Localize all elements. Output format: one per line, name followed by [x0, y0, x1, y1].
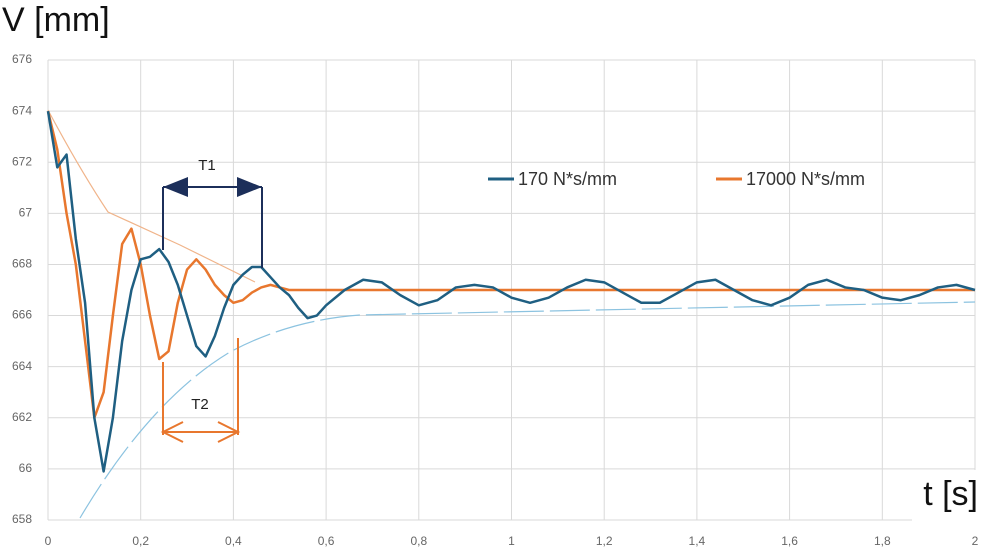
series-line [46, 110, 976, 473]
y-tick-label: 664 [12, 359, 32, 373]
x-tick-label: 0,6 [318, 534, 335, 548]
y-tick-label: 668 [12, 257, 32, 271]
x-tick-label: 0,8 [410, 534, 427, 548]
t2-head [160, 421, 184, 443]
y-tick-label: 658 [12, 512, 32, 526]
x-tick-label: 0,2 [132, 534, 149, 548]
x-axis-title: t [s] [923, 475, 978, 513]
y-tick-label: 66 [19, 461, 33, 475]
envelope-upper [47, 109, 256, 283]
x-tick-label: 1,2 [596, 534, 613, 548]
t2-annotation [160, 338, 241, 443]
y-axis-title: V [mm] [2, 1, 110, 39]
x-tick-label: 1,8 [874, 534, 891, 548]
x-tick-label: 0 [45, 534, 52, 548]
legend-label: 170 N*s/mm [518, 169, 617, 189]
envelope-lower [79, 301, 976, 519]
t1-head [163, 177, 188, 197]
y-tick-label: 676 [12, 52, 32, 66]
legend-label: 17000 N*s/mm [746, 169, 865, 189]
y-tick-label: 662 [12, 410, 32, 424]
y-tick-label: 666 [12, 308, 32, 322]
x-tick-label: 0,4 [225, 534, 242, 548]
y-tick-label: 67 [19, 206, 33, 220]
t2-head [217, 421, 241, 443]
t1-label: T1 [198, 157, 216, 174]
y-tick-label: 672 [12, 154, 32, 168]
legend: 170 N*s/mm 17000 N*s/mm [488, 169, 865, 189]
x-tick-label: 2 [972, 534, 979, 548]
t1-head [237, 177, 262, 197]
series-lines [46, 110, 976, 473]
x-tick-label: 1,4 [689, 534, 706, 548]
x-tick-label: 1,6 [781, 534, 798, 548]
series-line [46, 110, 975, 420]
label-bg [912, 470, 982, 522]
y-tick-label: 674 [12, 103, 32, 117]
x-tick-label: 1 [508, 534, 515, 548]
t2-label: T2 [191, 396, 209, 413]
t1-annotation [162, 177, 263, 268]
